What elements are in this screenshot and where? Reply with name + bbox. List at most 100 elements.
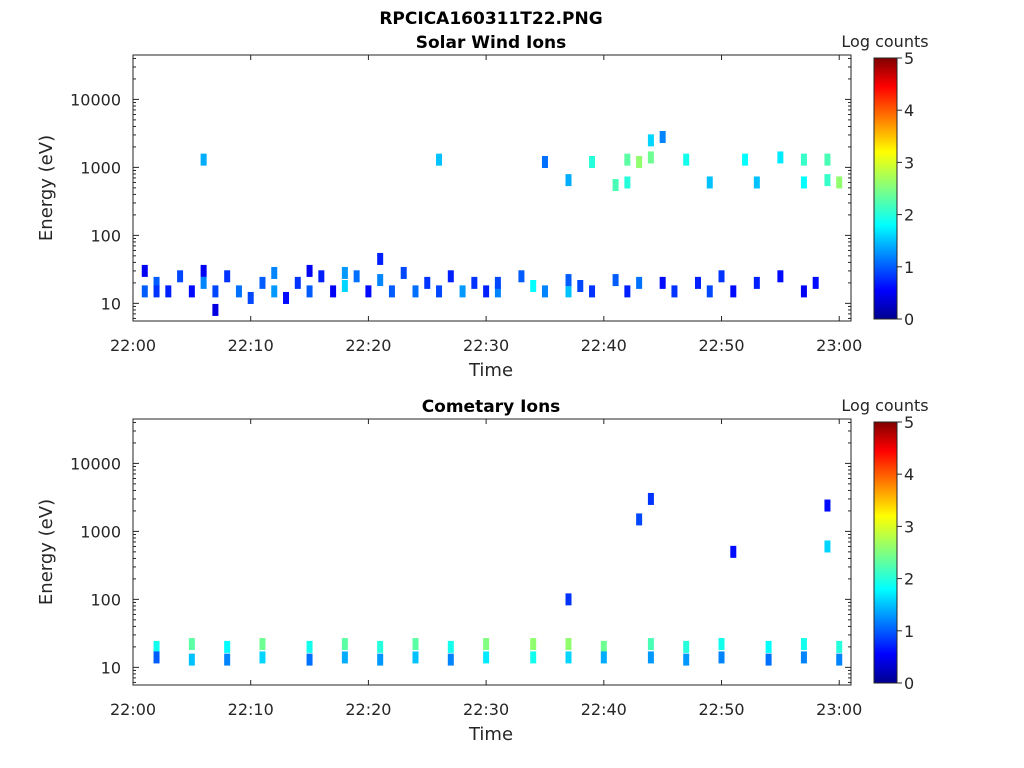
- heatmap-cell: [683, 153, 690, 166]
- heatmap-cell: [483, 638, 490, 651]
- heatmap-cell: [836, 640, 843, 653]
- heatmap-cell: [683, 653, 690, 666]
- heatmap-cell: [412, 285, 419, 298]
- heatmap-cell: [330, 285, 337, 298]
- heatmap-cell: [647, 651, 654, 664]
- heatmap-cell: [577, 279, 584, 292]
- y-axis-label-cometary: Energy (eV): [36, 499, 57, 605]
- heatmap-cell: [565, 174, 572, 187]
- heatmap-cell: [589, 156, 596, 169]
- x-tick-label: 22:10: [228, 700, 274, 719]
- heatmap-cell: [235, 285, 242, 298]
- heatmap-cell: [800, 285, 807, 298]
- y-tick-label: 100: [90, 226, 121, 245]
- heatmap-cell: [459, 285, 466, 298]
- heatmap-cell: [777, 151, 784, 164]
- heatmap-cell: [824, 499, 831, 512]
- heatmap-cell: [188, 285, 195, 298]
- heatmap-cell: [200, 153, 207, 166]
- heatmap-cell: [447, 270, 454, 283]
- heatmap-cell: [388, 285, 395, 298]
- heatmap-cell: [259, 638, 266, 651]
- x-tick-label: 23:00: [816, 700, 862, 719]
- x-axis-label-cometary: Time: [468, 724, 513, 745]
- heatmap-cell: [777, 270, 784, 283]
- plot-area-cometary: [132, 418, 852, 686]
- heatmap-cell: [659, 130, 666, 143]
- heatmap-cell: [612, 179, 619, 192]
- heatmap-cell: [224, 640, 231, 653]
- heatmap-cell: [636, 156, 643, 169]
- heatmap-cell: [188, 653, 195, 666]
- heatmap-cell: [753, 176, 760, 189]
- heatmap-cell: [153, 651, 160, 664]
- heatmap-cell: [212, 303, 219, 316]
- panel-title-cometary: Cometary Ions: [422, 397, 561, 417]
- heatmap-cell: [447, 653, 454, 666]
- heatmap-cell: [177, 270, 184, 283]
- heatmap-cell: [200, 276, 207, 289]
- heatmap-cell: [718, 651, 725, 664]
- heatmap-cell: [377, 252, 384, 265]
- y-axis-label-solar-wind: Energy (eV): [36, 135, 57, 241]
- colorbar-tick-label: 4: [904, 465, 914, 484]
- heatmap-cell: [624, 285, 631, 298]
- heatmap-cell: [812, 276, 819, 289]
- colorbar-tick-label: 3: [904, 517, 914, 536]
- colorbar-tick-label: 4: [904, 101, 914, 120]
- heatmap-cell: [765, 653, 772, 666]
- heatmap-cell: [341, 266, 348, 279]
- heatmap-cell: [518, 270, 525, 283]
- x-axis-label-solar-wind: Time: [468, 360, 513, 381]
- colorbar-tick-label: 3: [904, 153, 914, 172]
- y-tick-label: 100: [90, 590, 121, 609]
- heatmap-cell: [141, 264, 148, 277]
- y-axis-solar-wind: 10 100 1000 10000: [70, 57, 851, 319]
- heatmap-cell: [530, 651, 537, 664]
- panel-cometary: Cometary Ions 22:00 22:10 22:20 22:30 22:40 2…: [36, 396, 929, 745]
- heatmap-cell: [659, 276, 666, 289]
- heatmap-cell: [141, 285, 148, 298]
- heatmap-cell: [565, 285, 572, 298]
- heatmap-cell: [730, 285, 737, 298]
- y-tick-label: 10000: [70, 454, 121, 473]
- heatmap-cell: [224, 270, 231, 283]
- heatmap-cell: [824, 540, 831, 553]
- heatmap-cell: [647, 492, 654, 505]
- heatmap-cell: [271, 285, 278, 298]
- x-tick-label: 23:00: [816, 336, 862, 355]
- heatmap-cell: [800, 176, 807, 189]
- colorbar-tick-label: 0: [904, 674, 914, 693]
- heatmap-cell: [283, 291, 290, 304]
- heatmap-cell: [565, 638, 572, 651]
- heatmap-cell: [800, 638, 807, 651]
- heatmap-cell: [436, 153, 443, 166]
- heatmap-cell: [589, 285, 596, 298]
- heatmap-cell: [565, 651, 572, 664]
- heatmap-cells-cometary: [153, 492, 843, 666]
- heatmap-cell: [341, 279, 348, 292]
- heatmap-cell: [765, 640, 772, 653]
- x-tick-label: 22:20: [345, 700, 391, 719]
- heatmap-cell: [306, 285, 313, 298]
- heatmap-cell: [612, 274, 619, 287]
- y-tick-label: 10000: [70, 90, 121, 109]
- heatmap-cell: [259, 276, 266, 289]
- y-tick-label: 1000: [80, 158, 121, 177]
- heatmap-cell: [153, 285, 160, 298]
- colorbar-solar-wind: [873, 57, 898, 320]
- x-tick-label: 22:00: [110, 336, 156, 355]
- x-axis-solar-wind: 22:00 22:10 22:20 22:30 22:40 22:50 23:00: [110, 55, 862, 355]
- x-axis-cometary: 22:00 22:10 22:20 22:30 22:40 22:50 23:00: [110, 419, 862, 719]
- heatmap-cell: [671, 285, 678, 298]
- heatmap-cell: [271, 266, 278, 279]
- y-tick-label: 1000: [80, 522, 121, 541]
- heatmap-cell: [718, 638, 725, 651]
- heatmap-cell: [636, 276, 643, 289]
- heatmap-cell: [541, 285, 548, 298]
- heatmap-cell: [624, 176, 631, 189]
- heatmap-cell: [306, 640, 313, 653]
- x-tick-label: 22:50: [698, 336, 744, 355]
- x-tick-label: 22:50: [698, 700, 744, 719]
- heatmap-cell: [742, 153, 749, 166]
